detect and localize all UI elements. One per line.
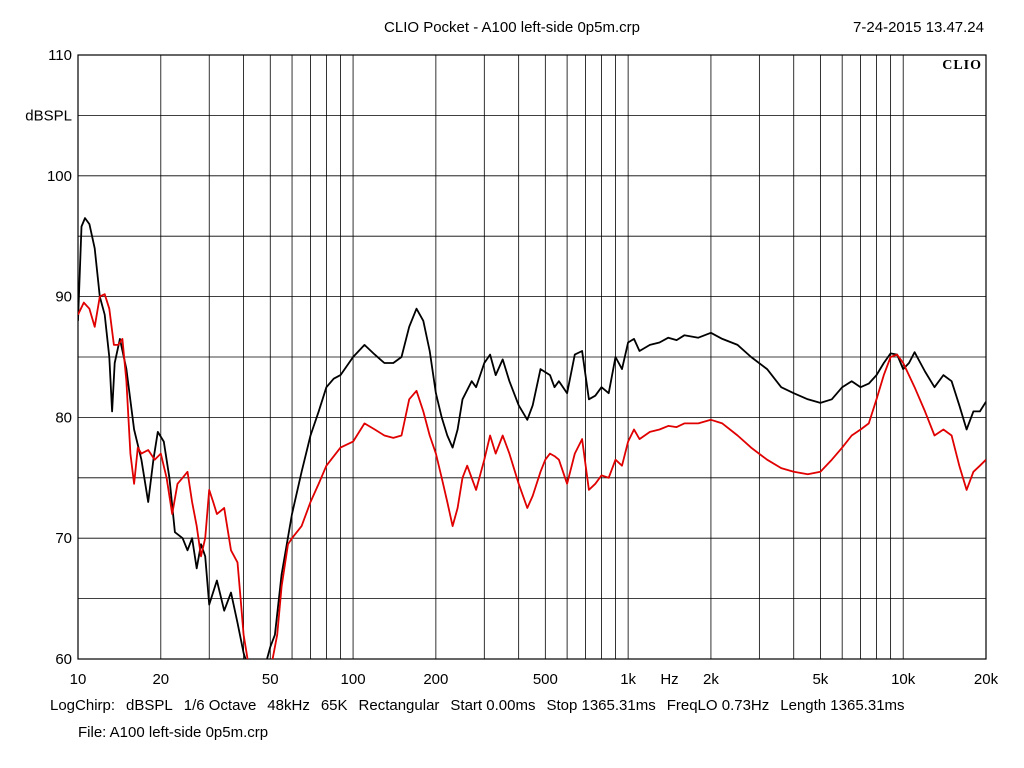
file-name: File: A100 left-side 0p5m.crp	[78, 724, 269, 741]
x-tick-label: 1k	[620, 671, 636, 688]
y-tick-label: 100	[47, 168, 72, 185]
series-line-2	[78, 293, 986, 659]
setting-stop: Stop 1365.31ms	[546, 697, 656, 714]
y-tick-label: 90	[55, 289, 72, 306]
x-tick-label: 20k	[974, 671, 999, 688]
setting-smoothing: 1/6 Octave	[183, 697, 257, 714]
chart-title: CLIO Pocket - A100 left-side 0p5m.crp	[384, 19, 640, 36]
plot-frame	[77, 54, 987, 660]
x-tick-label: 500	[533, 671, 558, 688]
x-tick-label: 10k	[891, 671, 916, 688]
x-tick-label: 10	[70, 671, 87, 688]
setting-length: Length 1365.31ms	[780, 697, 905, 714]
y-tick-label: 110	[48, 47, 72, 64]
y-tick-label: 60	[55, 651, 72, 668]
setting-unit: dBSPL	[126, 697, 173, 714]
x-tick-label: 50	[262, 671, 279, 688]
x-axis-label: Hz	[660, 671, 678, 688]
measurement-settings: LogChirp: dBSPL 1/6 Octave 48kHz 65K Rectangu…	[50, 698, 916, 713]
setting-freqlo: FreqLO 0.73Hz	[666, 697, 770, 714]
x-tick-label: 20	[152, 671, 169, 688]
x-tick-label: 5k	[812, 671, 828, 688]
y-tick-label: 80	[55, 409, 72, 426]
clio-logo: CLIO	[942, 58, 982, 73]
series-line-1	[78, 217, 986, 659]
setting-sample-rate: 48kHz	[267, 697, 310, 714]
setting-size: 65K	[320, 697, 348, 714]
y-axis-label: dBSPL	[25, 107, 72, 124]
setting-mode: LogChirp:	[50, 697, 116, 714]
x-tick-label: 2k	[703, 671, 719, 688]
setting-start: Start 0.00ms	[450, 697, 536, 714]
y-tick-label: 70	[55, 530, 72, 547]
x-tick-label: 100	[341, 671, 366, 688]
timestamp: 7-24-2015 13.47.24	[853, 19, 984, 36]
x-tick-label: 200	[423, 671, 448, 688]
setting-window: Rectangular	[358, 697, 440, 714]
